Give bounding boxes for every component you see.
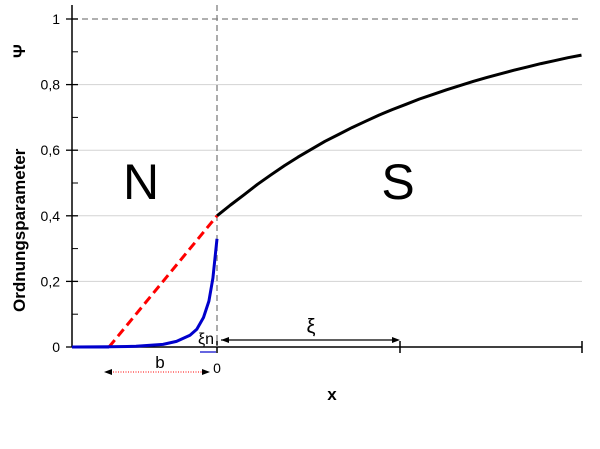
y-tick-label: 0,4 [41, 208, 61, 224]
xi-n-annotation: ξn [198, 331, 216, 353]
y-tick-label: 0,6 [41, 142, 61, 158]
y-axis-symbol: Ψ [10, 44, 29, 58]
data-series [72, 53, 582, 349]
xi-annotation: ξ [221, 316, 400, 343]
region-n-label: N [123, 154, 159, 210]
xi-label: ξ [307, 316, 316, 338]
b-label: b [155, 353, 164, 372]
xi-arrow-head-right [392, 337, 400, 343]
b-arrow-head-left [104, 369, 112, 375]
b-annotation: b 0 [104, 353, 221, 376]
y-tick-label: 0,2 [41, 273, 61, 289]
x-axis-title: x [327, 385, 337, 404]
superconductor-curve [216, 53, 582, 217]
y-tick-label: 0 [52, 339, 60, 355]
extrapolation-line [107, 214, 219, 348]
zero-label: 0 [213, 360, 221, 376]
y-ticks: 0 0,2 0,4 0,6 0,8 1 [41, 11, 78, 355]
y-tick-label: 1 [52, 11, 60, 27]
region-s-label: S [381, 154, 414, 210]
xi-arrow-head-left [221, 337, 229, 343]
b-arrow-head-right [202, 369, 210, 375]
xi-n-label: ξn [198, 331, 214, 348]
y-axis-title: Ordnungsparameter [10, 148, 29, 312]
grid-lines [72, 18, 582, 282]
normal-metal-curve [73, 238, 219, 349]
y-tick-label: 0,8 [41, 77, 61, 93]
